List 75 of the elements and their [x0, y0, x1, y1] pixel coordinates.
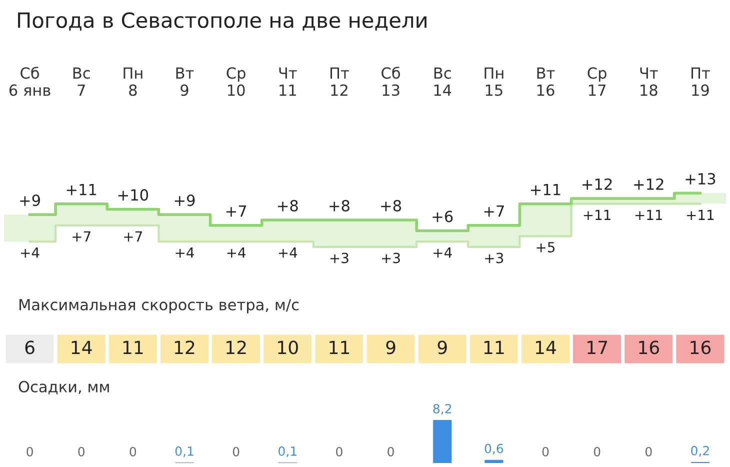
data-label: 8,2 — [433, 404, 452, 415]
data-label: +7 — [124, 231, 142, 242]
data-label: +4 — [21, 248, 40, 258]
x-tick-label: Вс 14 — [434, 67, 452, 96]
data-label: +11 — [66, 184, 96, 196]
data-label: 16 — [639, 340, 659, 354]
data-label: +4 — [227, 248, 246, 258]
x-tick-label: Ср 17 — [588, 67, 606, 96]
data-label: +3 — [382, 252, 400, 264]
data-label: +9 — [174, 194, 195, 206]
x-tick-label: Чт 11 — [279, 67, 297, 96]
data-label: +9 — [20, 194, 40, 206]
data-label: 0 — [130, 446, 136, 456]
data-label: 6 — [25, 340, 34, 354]
data-label: 0 — [388, 446, 394, 456]
data-label: +4 — [278, 248, 298, 258]
data-label: +12 — [582, 178, 612, 190]
data-label: 0 — [645, 446, 652, 456]
data-label: +4 — [176, 248, 194, 258]
data-label: 0 — [542, 446, 549, 456]
data-label: 0 — [594, 446, 600, 456]
data-label: 9 — [438, 340, 447, 354]
data-label: 14 — [72, 340, 92, 354]
data-label: 12 — [226, 340, 246, 354]
data-label: +11 — [530, 184, 560, 196]
bar — [484, 460, 504, 463]
chart-title: Осадки, мм — [18, 380, 109, 394]
data-label: +8 — [278, 200, 298, 212]
bar — [433, 420, 452, 463]
x-tick-label: Вт 9 — [176, 67, 194, 96]
data-label: 0 — [336, 446, 342, 456]
data-label: +12 — [634, 178, 664, 190]
data-label: +7 — [72, 231, 90, 242]
data-label: 0,2 — [691, 446, 709, 457]
x-tick-label: Пн 15 — [484, 67, 504, 96]
data-label: 14 — [536, 340, 556, 354]
data-label: +8 — [381, 200, 401, 212]
x-tick-label: Сб 13 — [382, 66, 400, 96]
data-label: +11 — [584, 210, 610, 220]
data-label: 0,6 — [484, 444, 504, 455]
data-label: +13 — [686, 173, 716, 185]
data-label: +10 — [118, 189, 148, 201]
data-label: 11 — [484, 340, 504, 354]
data-label: 10 — [278, 340, 298, 354]
x-tick-label: Пт 19 — [692, 67, 710, 96]
x-tick-label: Пт 12 — [330, 67, 349, 96]
x-tick-label: Ср 10 — [226, 67, 246, 96]
data-label: 0 — [232, 446, 240, 456]
x-tick-label: Сб 6 янв — [9, 66, 50, 96]
data-label: +7 — [484, 206, 504, 217]
data-label: +11 — [635, 210, 662, 220]
data-label: +5 — [536, 242, 555, 252]
data-label: +4 — [434, 248, 452, 258]
data-label: 0 — [26, 446, 33, 456]
chart-title: Погода в Севастополе на две недели — [18, 12, 426, 31]
data-label: 17 — [588, 340, 608, 354]
data-label: 12 — [174, 340, 194, 354]
data-label: 0,1 — [175, 446, 194, 458]
data-label: +3 — [485, 252, 504, 264]
data-label: 11 — [123, 340, 143, 354]
data-label: +8 — [330, 200, 350, 212]
data-label: 0 — [78, 446, 85, 456]
data-label: 11 — [330, 340, 350, 354]
data-label: 9 — [386, 340, 396, 354]
data-label: +7 — [226, 206, 246, 217]
data-label: 16 — [690, 340, 711, 354]
data-label: +6 — [432, 210, 453, 222]
x-tick-label: Чт 18 — [640, 67, 658, 96]
data-label: +3 — [330, 252, 348, 264]
data-label: +11 — [687, 210, 714, 220]
x-tick-label: Пн 8 — [124, 67, 142, 96]
chart-title: Максимальная скорость ветра, м/с — [20, 299, 299, 314]
x-tick-label: Вт 16 — [537, 67, 555, 96]
data-label: 0,1 — [278, 446, 296, 458]
x-tick-label: Вс 7 — [73, 67, 90, 96]
